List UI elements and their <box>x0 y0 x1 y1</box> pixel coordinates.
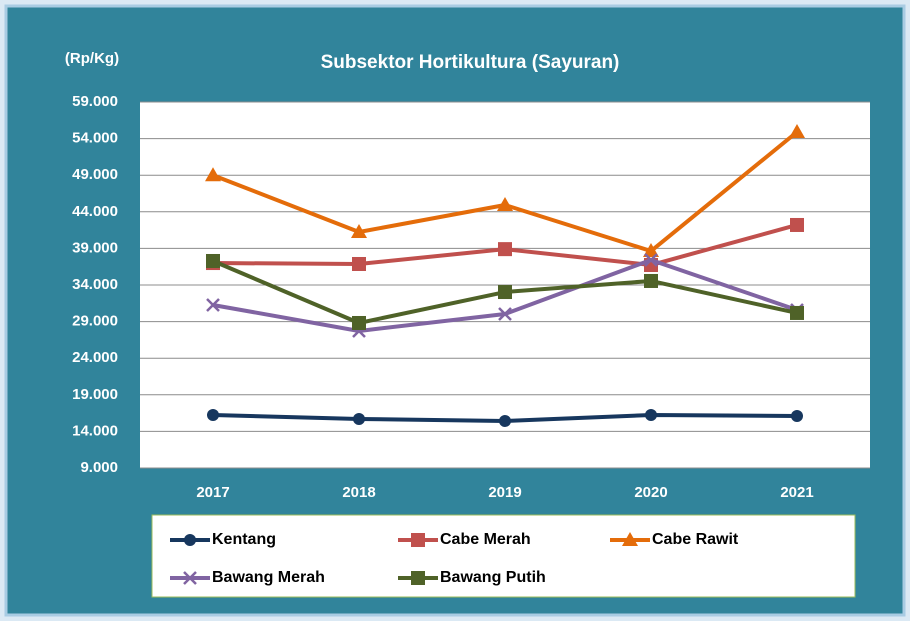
data-point <box>790 217 804 232</box>
y-tick-label: 9.000 <box>80 459 118 476</box>
data-point <box>498 242 512 257</box>
y-tick-label: 24.000 <box>72 349 118 366</box>
data-point <box>499 415 511 428</box>
data-point <box>353 412 365 425</box>
data-point <box>789 124 805 139</box>
data-point <box>497 196 513 211</box>
x-tick-label: 2019 <box>488 484 521 501</box>
legend-marker <box>411 533 425 547</box>
data-point <box>205 167 221 182</box>
data-point <box>643 243 659 258</box>
legend-label: Cabe Rawit <box>652 531 739 548</box>
legend-marker <box>183 571 197 585</box>
data-point <box>790 305 804 320</box>
data-point <box>644 253 658 267</box>
y-tick-label: 39.000 <box>72 239 118 256</box>
x-tick-label: 2021 <box>780 484 813 501</box>
legend-marker <box>184 534 196 546</box>
legend-label: Kentang <box>212 531 276 548</box>
legend-label: Cabe Merah <box>440 531 531 548</box>
x-tick-label: 2020 <box>634 484 667 501</box>
chart-title: Subsektor Hortikultura (Sayuran) <box>321 52 620 73</box>
legend-marker <box>622 532 638 546</box>
x-tick-label: 2017 <box>196 484 229 501</box>
y-tick-label: 54.000 <box>72 130 118 147</box>
data-point <box>498 307 512 321</box>
y-tick-label: 14.000 <box>72 422 118 439</box>
data-point <box>791 410 803 423</box>
data-point <box>352 315 366 330</box>
y-tick-label: 49.000 <box>72 166 118 183</box>
legend-box <box>151 514 856 598</box>
y-tick-label: 29.000 <box>72 313 118 330</box>
y-axis-label: (Rp/Kg) <box>65 50 119 67</box>
y-tick-label: 19.000 <box>72 386 118 403</box>
data-point <box>352 256 366 271</box>
data-point <box>351 224 367 239</box>
data-point <box>206 253 220 268</box>
data-point <box>498 285 512 300</box>
y-tick-label: 34.000 <box>72 276 118 293</box>
legend-label: Bawang Merah <box>212 569 325 586</box>
legend-marker <box>411 571 425 585</box>
data-point <box>645 409 657 422</box>
data-point <box>207 409 219 422</box>
x-tick-label: 2018 <box>342 484 375 501</box>
y-tick-label: 44.000 <box>72 203 118 220</box>
y-tick-label: 59.000 <box>72 93 118 110</box>
legend-label: Bawang Putih <box>440 569 546 586</box>
data-point <box>206 298 220 312</box>
data-point <box>644 273 658 288</box>
